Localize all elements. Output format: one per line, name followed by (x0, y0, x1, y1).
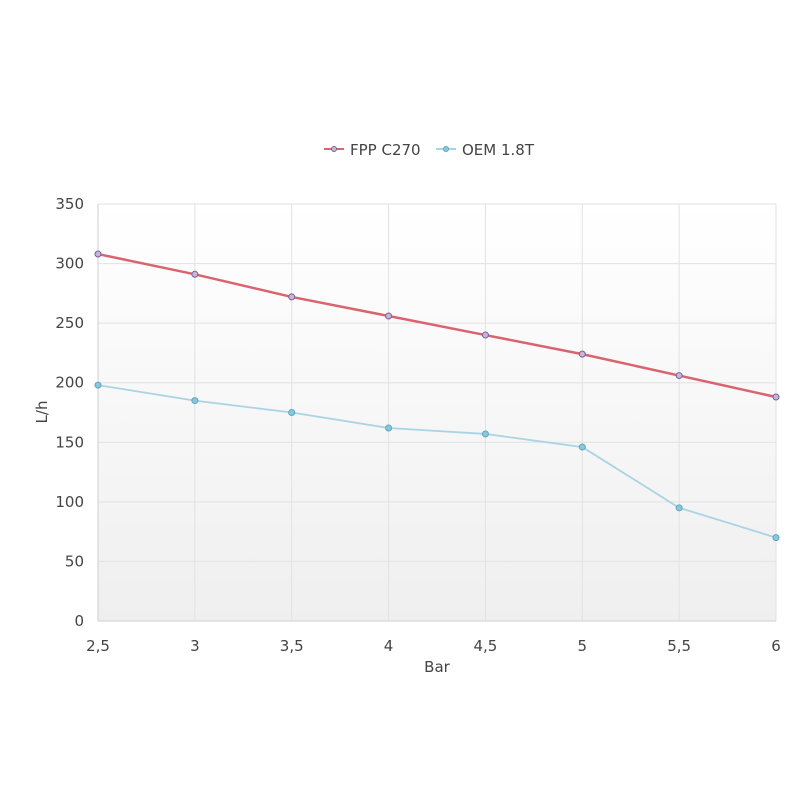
legend-label: FPP C270 (350, 141, 421, 159)
x-axis-title: Bar (424, 658, 450, 676)
y-axis-title: L/h (33, 401, 51, 424)
y-tick-label: 350 (55, 195, 84, 213)
y-tick-label: 0 (74, 612, 84, 630)
data-point[interactable] (578, 443, 586, 451)
data-point[interactable] (385, 312, 393, 320)
data-point[interactable] (772, 534, 780, 542)
legend-item-2[interactable]: OEM 1.8T (436, 141, 535, 159)
plot-background (98, 204, 776, 621)
x-tick-label: 3,5 (280, 637, 304, 655)
legend-item-1[interactable]: FPP C270 (324, 141, 421, 159)
data-point[interactable] (385, 424, 393, 432)
x-tick-label: 2,5 (86, 637, 110, 655)
series-layer (94, 250, 780, 542)
data-point[interactable] (481, 430, 489, 438)
y-tick-label: 250 (55, 314, 84, 332)
data-point[interactable] (578, 350, 586, 358)
y-tick-label: 300 (55, 255, 84, 273)
data-point[interactable] (94, 381, 102, 389)
data-point[interactable] (288, 293, 296, 301)
data-point[interactable] (772, 393, 780, 401)
x-tick-label: 5 (578, 637, 588, 655)
data-point[interactable] (481, 331, 489, 339)
y-tick-label: 50 (65, 552, 84, 570)
x-tick-label: 6 (771, 637, 781, 655)
data-point[interactable] (94, 250, 102, 258)
x-axis-ticks: 2,5 3 3,5 4 4,5 5 5,5 6 (86, 637, 781, 655)
y-axis-ticks: 0 50 100 150 200 250 300 350 (55, 195, 84, 630)
data-point[interactable] (675, 372, 683, 380)
data-point[interactable] (191, 397, 199, 405)
y-tick-label: 100 (55, 493, 84, 511)
legend[interactable]: FPP C270 OEM 1.8T (324, 141, 535, 159)
series-1 (94, 250, 780, 401)
x-tick-label: 4,5 (473, 637, 497, 655)
legend-point-marker (443, 146, 449, 152)
grid (97, 203, 777, 622)
series-line (97, 252, 777, 399)
legend-point-marker (331, 146, 337, 152)
x-tick-label: 3 (190, 637, 200, 655)
series-line (97, 384, 777, 539)
y-tick-label: 200 (55, 374, 84, 392)
x-tick-label: 5,5 (667, 637, 691, 655)
data-point[interactable] (191, 270, 199, 278)
legend-label: OEM 1.8T (462, 141, 535, 159)
y-tick-label: 150 (55, 433, 84, 451)
data-point[interactable] (675, 504, 683, 512)
data-point[interactable] (288, 409, 296, 416)
x-tick-label: 4 (384, 637, 394, 655)
series-2 (94, 381, 780, 542)
